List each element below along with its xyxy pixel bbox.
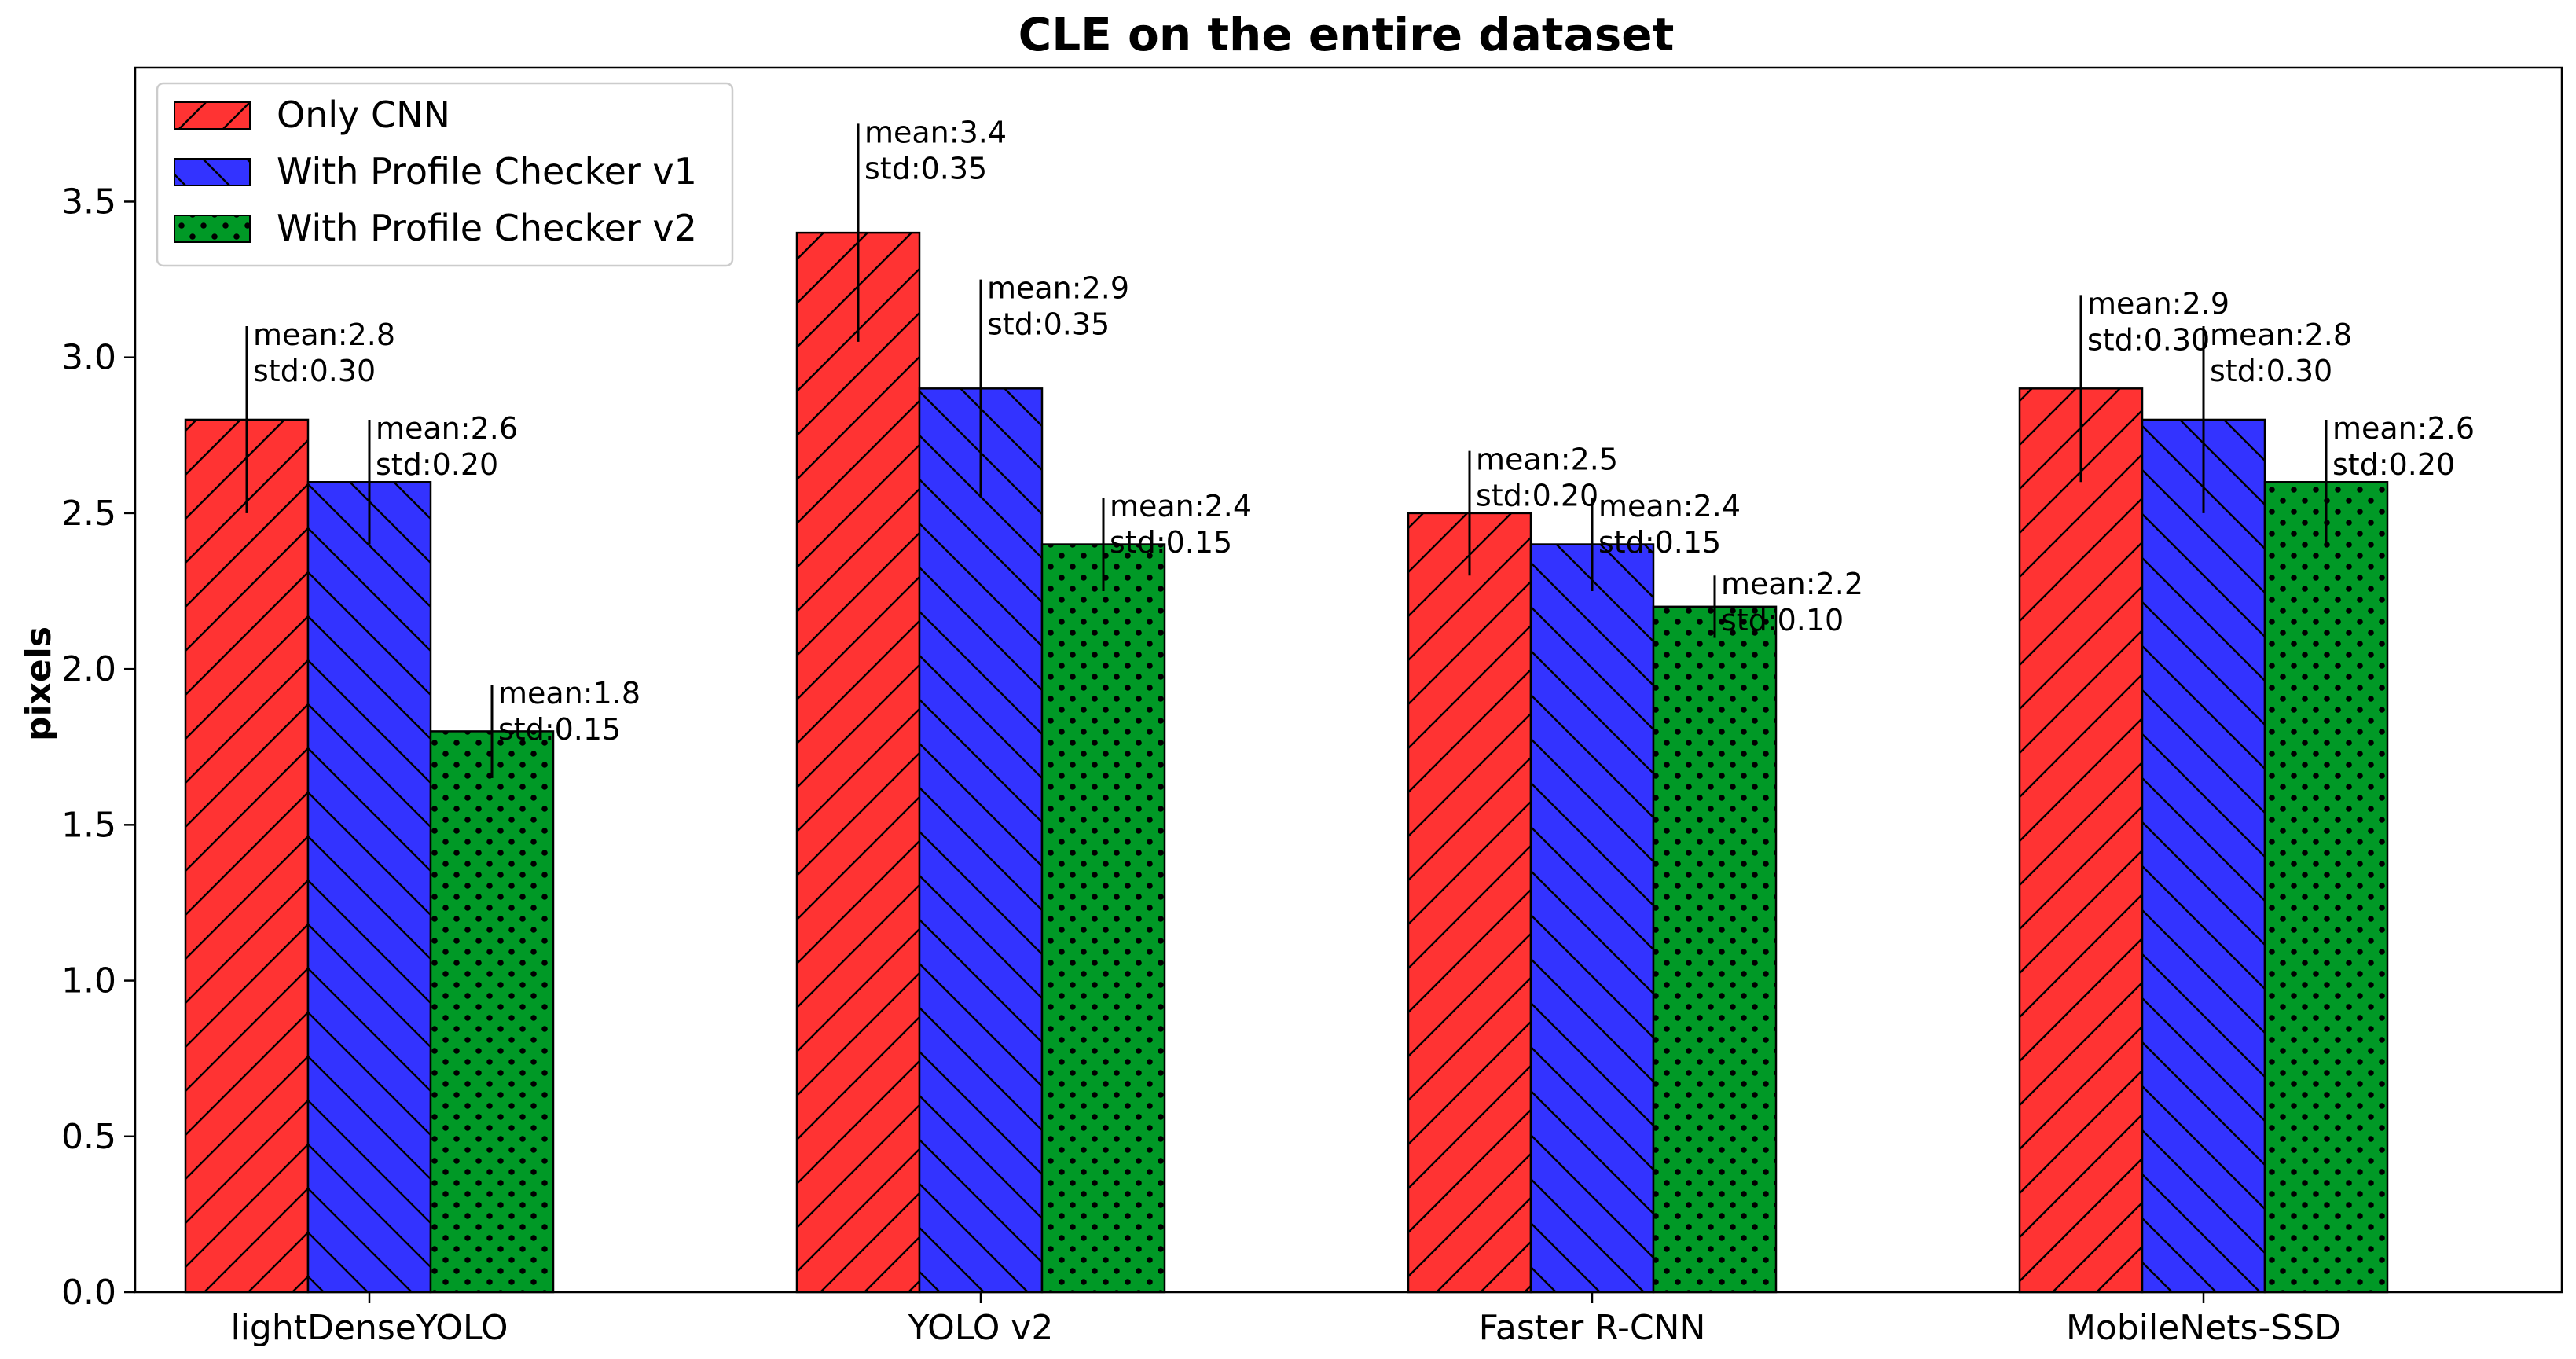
legend-label-with-profile-checker-v2: With Profile Checker v2	[277, 207, 697, 249]
bar-hatch-only-cnn	[184, 418, 310, 1294]
bar-hatch-only-cnn	[1407, 512, 1532, 1294]
data-label-mean: mean:2.9	[2087, 286, 2229, 321]
y-tick-label: 2.5	[61, 494, 116, 534]
bar-hatch-with-profile-checker-v1	[2141, 418, 2266, 1294]
data-label-mean: mean:2.9	[987, 271, 1129, 306]
chart-title: CLE on the entire dataset	[1018, 8, 1675, 61]
bar-hatch-only-cnn	[795, 231, 921, 1294]
bar-hatch-with-profile-checker-v2	[2263, 481, 2389, 1294]
data-label-std: std:0.15	[498, 712, 621, 747]
bar-hatch-with-profile-checker-v1	[918, 387, 1044, 1294]
data-label-std: std:0.30	[2210, 354, 2332, 388]
data-label-std: std:0.30	[253, 354, 376, 388]
bar-hatch-with-profile-checker-v2	[429, 730, 555, 1294]
data-label-std: std:0.20	[1476, 479, 1598, 513]
bar-hatch-with-profile-checker-v1	[306, 481, 432, 1294]
data-label-std: std:0.35	[987, 307, 1110, 342]
y-tick-label: 2.0	[61, 649, 116, 689]
data-label-mean: mean:2.2	[1721, 567, 1863, 601]
x-tick-label: MobileNets-SSD	[2066, 1308, 2341, 1348]
bar-hatch-with-profile-checker-v1	[1529, 543, 1655, 1294]
bar-hatch-only-cnn	[2018, 387, 2144, 1294]
legend: Only CNN With Profile Checker v1 With Prof…	[156, 82, 734, 267]
data-label-mean: mean:3.4	[864, 115, 1007, 149]
legend-swatch-hatch-only-cnn	[174, 101, 251, 130]
y-tick-label: 0.5	[61, 1117, 116, 1157]
y-tick-label: 1.5	[61, 805, 116, 845]
y-tick-label: 1.0	[61, 961, 116, 1001]
data-label-mean: mean:2.5	[1476, 443, 1618, 477]
data-label-std: std:0.10	[1721, 603, 1844, 637]
legend-swatch-hatch-with-profile-checker-v2	[174, 215, 251, 243]
x-tick-label: lightDenseYOLO	[230, 1308, 508, 1348]
data-label-std: std:0.15	[1598, 525, 1721, 560]
legend-frame	[156, 82, 734, 267]
legend-label-with-profile-checker-v1: With Profile Checker v1	[277, 150, 697, 193]
x-tick-label: YOLO v2	[908, 1308, 1054, 1348]
data-label-mean: mean:2.8	[253, 318, 395, 352]
data-label-std: std:0.30	[2087, 322, 2210, 357]
plot-area-frame	[134, 66, 2563, 1294]
data-label-std: std:0.15	[1110, 525, 1232, 560]
y-tick-label: 3.5	[61, 182, 116, 222]
bar-hatch-with-profile-checker-v2	[1652, 605, 1778, 1294]
x-tick-label: Faster R-CNN	[1479, 1308, 1706, 1348]
data-label-mean: mean:2.4	[1598, 489, 1741, 523]
data-label-std: std:0.20	[2332, 447, 2455, 482]
data-label-mean: mean:2.6	[376, 411, 518, 446]
data-label-mean: mean:2.8	[2210, 318, 2352, 352]
y-tick-label: 3.0	[61, 338, 116, 378]
data-label-mean: mean:2.4	[1110, 489, 1252, 523]
legend-swatch-hatch-with-profile-checker-v1	[174, 158, 251, 186]
data-label-std: std:0.20	[376, 447, 498, 482]
data-label-mean: mean:2.6	[2332, 411, 2475, 446]
y-tick-label: 0.0	[61, 1273, 116, 1313]
data-label-std: std:0.35	[864, 151, 987, 185]
data-label-mean: mean:1.8	[498, 676, 640, 711]
bar-hatch-with-profile-checker-v2	[1040, 543, 1166, 1294]
legend-label-only-cnn: Only CNN	[277, 94, 450, 136]
y-axis-label: pixels	[19, 626, 59, 741]
